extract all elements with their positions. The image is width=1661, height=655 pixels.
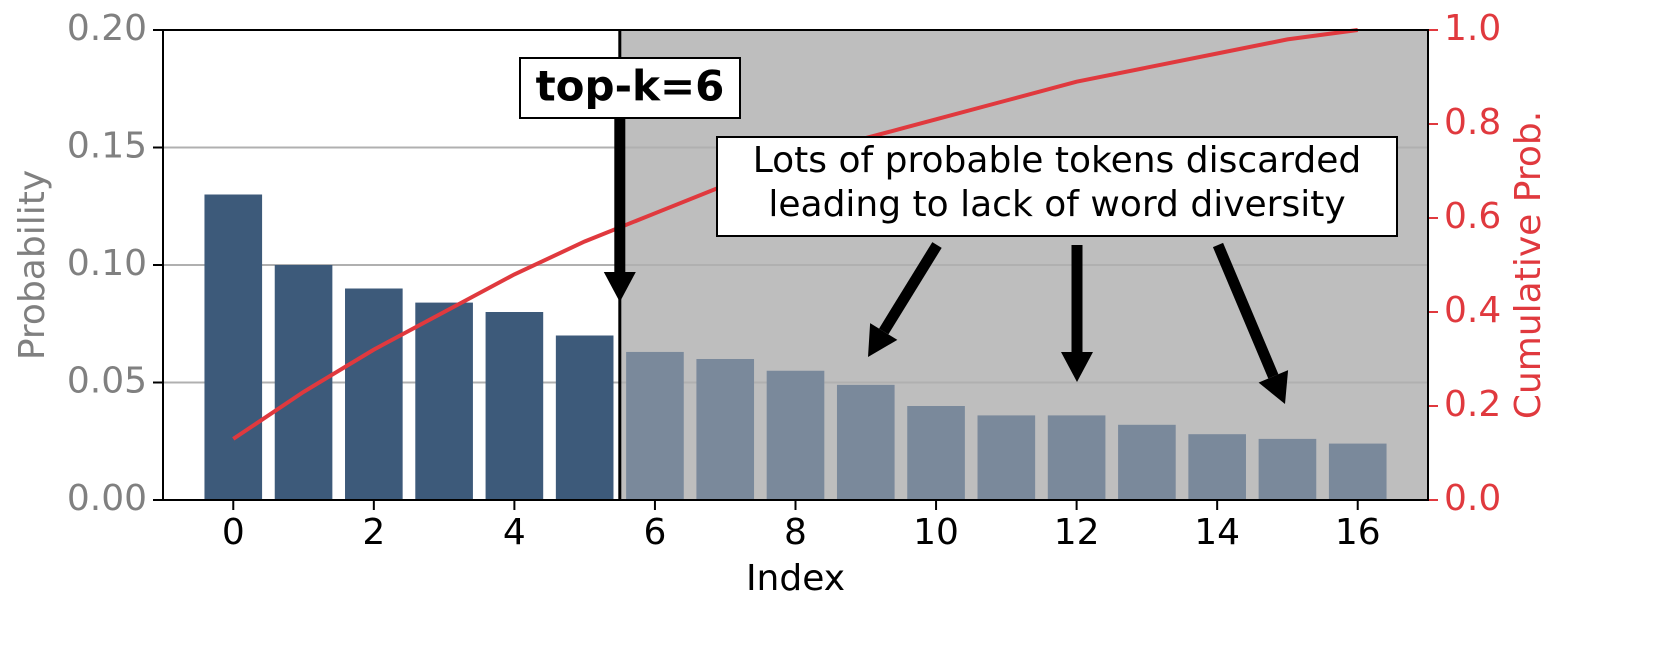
plot-frame [162,29,1429,501]
y2-axis-label: Cumulative Prob. [1508,111,1549,419]
bar [555,335,614,500]
bar [274,265,333,500]
cutoff-label-box [519,57,741,119]
cutoff-label: top-k=6 [536,62,725,111]
arrow-shaft [1212,242,1279,379]
bar [1047,415,1106,500]
y2-tick-label: 1.0 [1444,8,1501,49]
arrow-head [1061,352,1093,382]
x-tick-label: 10 [913,512,959,553]
bar [696,359,755,500]
y-axis-label: Probability [12,170,53,360]
y2-tick-label: 0.4 [1444,290,1501,331]
bar [1188,434,1246,500]
x-tick-label: 0 [222,512,245,553]
x-tick-label: 6 [643,512,666,553]
bar [1258,438,1317,500]
x-tick-label: 2 [362,512,385,553]
arrow-head [603,272,636,302]
y-tick-label: 0.15 [67,126,147,167]
y2-tick-label: 0.6 [1444,196,1501,237]
bar [1118,424,1176,500]
bar [626,351,684,500]
bar [204,194,263,500]
x-tick-label: 12 [1054,512,1100,553]
note-line: leading to lack of word diversity [768,184,1345,225]
note-box [716,136,1398,237]
bar [766,370,825,500]
note-line: Lots of probable tokens discarded [753,140,1362,181]
bar [977,415,1036,500]
arrow-head [868,323,898,357]
bar [1328,443,1387,500]
y2-tick-label: 0.0 [1444,478,1501,519]
bar [907,406,965,500]
x-tick-label: 14 [1194,512,1240,553]
arrow-head [1258,370,1289,404]
y-tick-label: 0.00 [67,478,147,519]
bar [836,384,895,500]
x-tick-label: 16 [1335,512,1381,553]
x-tick-label: 4 [503,512,526,553]
bar [345,288,403,500]
x-axis-label: Index [746,558,845,599]
y-tick-label: 0.10 [67,243,147,284]
arrow-shaft [879,242,942,335]
y-tick-label: 0.20 [67,8,147,49]
x-tick-label: 8 [784,512,807,553]
bar [485,312,544,500]
y2-tick-label: 0.8 [1444,102,1501,143]
y-tick-label: 0.05 [67,361,147,402]
y2-tick-label: 0.2 [1444,384,1501,425]
bar [415,302,473,500]
